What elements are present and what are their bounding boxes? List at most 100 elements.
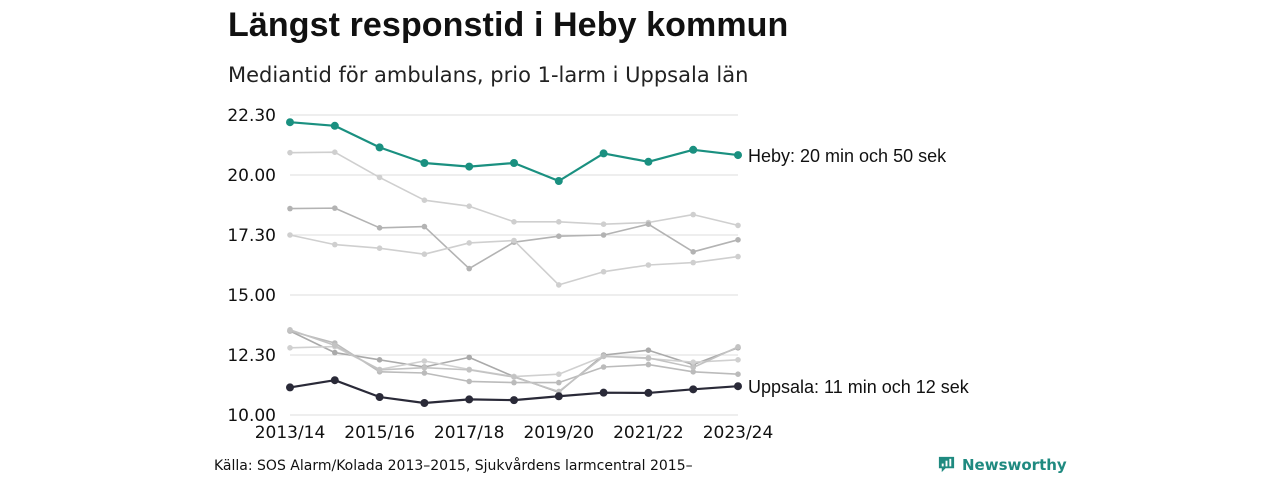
data-point bbox=[375, 393, 384, 401]
data-point bbox=[332, 342, 338, 349]
chart-subtitle: Mediantid för ambulans, prio 1-larm i Up… bbox=[228, 63, 749, 87]
data-point bbox=[735, 237, 741, 243]
series-heby bbox=[286, 118, 742, 185]
data-point bbox=[600, 232, 607, 238]
data-point bbox=[421, 197, 428, 203]
data-point bbox=[734, 382, 742, 391]
data-point bbox=[735, 222, 741, 229]
data-point bbox=[287, 232, 293, 238]
x-tick-label: 2019/20 bbox=[523, 423, 594, 443]
series-uppsala bbox=[286, 376, 742, 407]
data-point bbox=[644, 388, 653, 397]
data-point bbox=[599, 388, 608, 397]
data-point bbox=[421, 358, 428, 364]
data-point bbox=[376, 174, 383, 181]
data-point bbox=[332, 205, 338, 211]
series-end-labels: Heby: 20 min och 50 sek Uppsala: 11 min o… bbox=[748, 146, 970, 397]
x-tick-label: 2015/16 bbox=[344, 423, 415, 443]
data-point bbox=[421, 223, 428, 230]
chart-title: Längst responstid i Heby kommun bbox=[228, 6, 789, 44]
end-label-uppsala: Uppsala: 11 min och 12 sek bbox=[748, 377, 970, 397]
newsworthy-logo-icon bbox=[938, 456, 955, 473]
data-point bbox=[376, 357, 383, 363]
data-point bbox=[376, 245, 383, 251]
data-point bbox=[690, 369, 696, 375]
data-point bbox=[420, 399, 429, 407]
y-tick-label: 20.00 bbox=[227, 166, 276, 186]
data-point bbox=[556, 219, 562, 225]
data-point bbox=[556, 379, 562, 386]
source-note: Källa: SOS Alarm/Kolada 2013–2015, Sjukv… bbox=[214, 458, 693, 474]
data-point bbox=[376, 367, 383, 373]
x-tick-label: 2013/14 bbox=[255, 423, 326, 443]
data-point bbox=[510, 159, 518, 167]
data-point bbox=[734, 151, 742, 160]
data-point bbox=[645, 355, 652, 361]
data-point bbox=[735, 344, 741, 350]
series-line bbox=[289, 121, 739, 183]
series-7 bbox=[287, 327, 741, 395]
x-axis-tick-labels: 2013/14 2015/16 2017/18 2019/20 2021/22 2023/… bbox=[255, 423, 774, 443]
data-point bbox=[511, 374, 517, 380]
data-point bbox=[600, 268, 607, 275]
data-point bbox=[600, 353, 607, 360]
data-point bbox=[645, 361, 652, 368]
background-series bbox=[287, 149, 741, 396]
x-tick-label: 2017/18 bbox=[434, 423, 505, 443]
data-point bbox=[286, 118, 294, 127]
data-point bbox=[287, 345, 293, 351]
data-point bbox=[645, 347, 652, 354]
data-point bbox=[735, 253, 741, 260]
data-point bbox=[332, 149, 338, 155]
data-point bbox=[332, 349, 338, 356]
data-point bbox=[735, 371, 741, 378]
y-tick-label: 12.30 bbox=[227, 346, 276, 366]
data-point bbox=[375, 143, 384, 152]
data-point bbox=[465, 162, 474, 171]
data-point bbox=[690, 211, 696, 218]
data-point bbox=[554, 177, 563, 185]
data-point bbox=[466, 265, 473, 272]
data-point bbox=[421, 364, 428, 371]
series-6 bbox=[287, 343, 741, 380]
data-point bbox=[690, 364, 696, 371]
y-tick-label: 10.00 bbox=[227, 406, 276, 426]
data-point bbox=[689, 385, 698, 394]
data-point bbox=[511, 379, 517, 386]
y-axis-tick-labels: 10.00 12.30 15.00 17.30 20.00 22.30 bbox=[227, 106, 276, 426]
data-point bbox=[466, 378, 473, 385]
data-point bbox=[511, 237, 517, 244]
data-point bbox=[466, 203, 473, 209]
data-point bbox=[690, 359, 696, 366]
data-point bbox=[420, 159, 429, 167]
newsworthy-logo-text: Newsworthy bbox=[962, 455, 1067, 474]
data-point bbox=[645, 262, 652, 268]
data-point bbox=[689, 145, 698, 154]
data-point bbox=[554, 392, 563, 401]
data-point bbox=[287, 149, 293, 156]
data-point bbox=[644, 157, 653, 166]
data-point bbox=[376, 225, 383, 231]
data-point bbox=[287, 205, 293, 212]
series-line bbox=[289, 345, 739, 378]
data-point bbox=[421, 251, 428, 257]
data-point bbox=[465, 395, 474, 404]
data-point bbox=[645, 221, 652, 227]
data-point bbox=[421, 370, 428, 376]
data-point bbox=[690, 259, 696, 266]
data-point bbox=[287, 327, 293, 333]
series-3 bbox=[287, 232, 741, 288]
end-label-heby: Heby: 20 min och 50 sek bbox=[748, 146, 947, 166]
data-point bbox=[600, 364, 607, 370]
data-point bbox=[556, 282, 562, 288]
newsworthy-logo: Newsworthy bbox=[937, 455, 1067, 474]
data-point bbox=[466, 367, 473, 373]
data-point bbox=[511, 219, 517, 225]
data-point bbox=[600, 221, 607, 227]
data-point bbox=[466, 240, 473, 246]
x-tick-label: 2021/22 bbox=[613, 423, 684, 443]
data-point bbox=[556, 233, 562, 239]
y-tick-label: 22.30 bbox=[227, 106, 276, 126]
data-point bbox=[735, 357, 741, 363]
